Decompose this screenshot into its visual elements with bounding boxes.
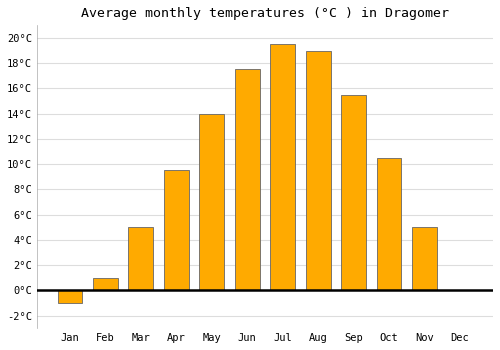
Bar bbox=[235, 69, 260, 290]
Bar bbox=[58, 290, 82, 303]
Bar bbox=[412, 227, 437, 290]
Bar bbox=[270, 44, 295, 290]
Title: Average monthly temperatures (°C ) in Dragomer: Average monthly temperatures (°C ) in Dr… bbox=[81, 7, 449, 20]
Bar bbox=[376, 158, 402, 290]
Bar bbox=[306, 50, 330, 290]
Bar bbox=[341, 95, 366, 290]
Bar bbox=[128, 227, 154, 290]
Bar bbox=[200, 114, 224, 290]
Bar bbox=[93, 278, 118, 290]
Bar bbox=[164, 170, 188, 290]
